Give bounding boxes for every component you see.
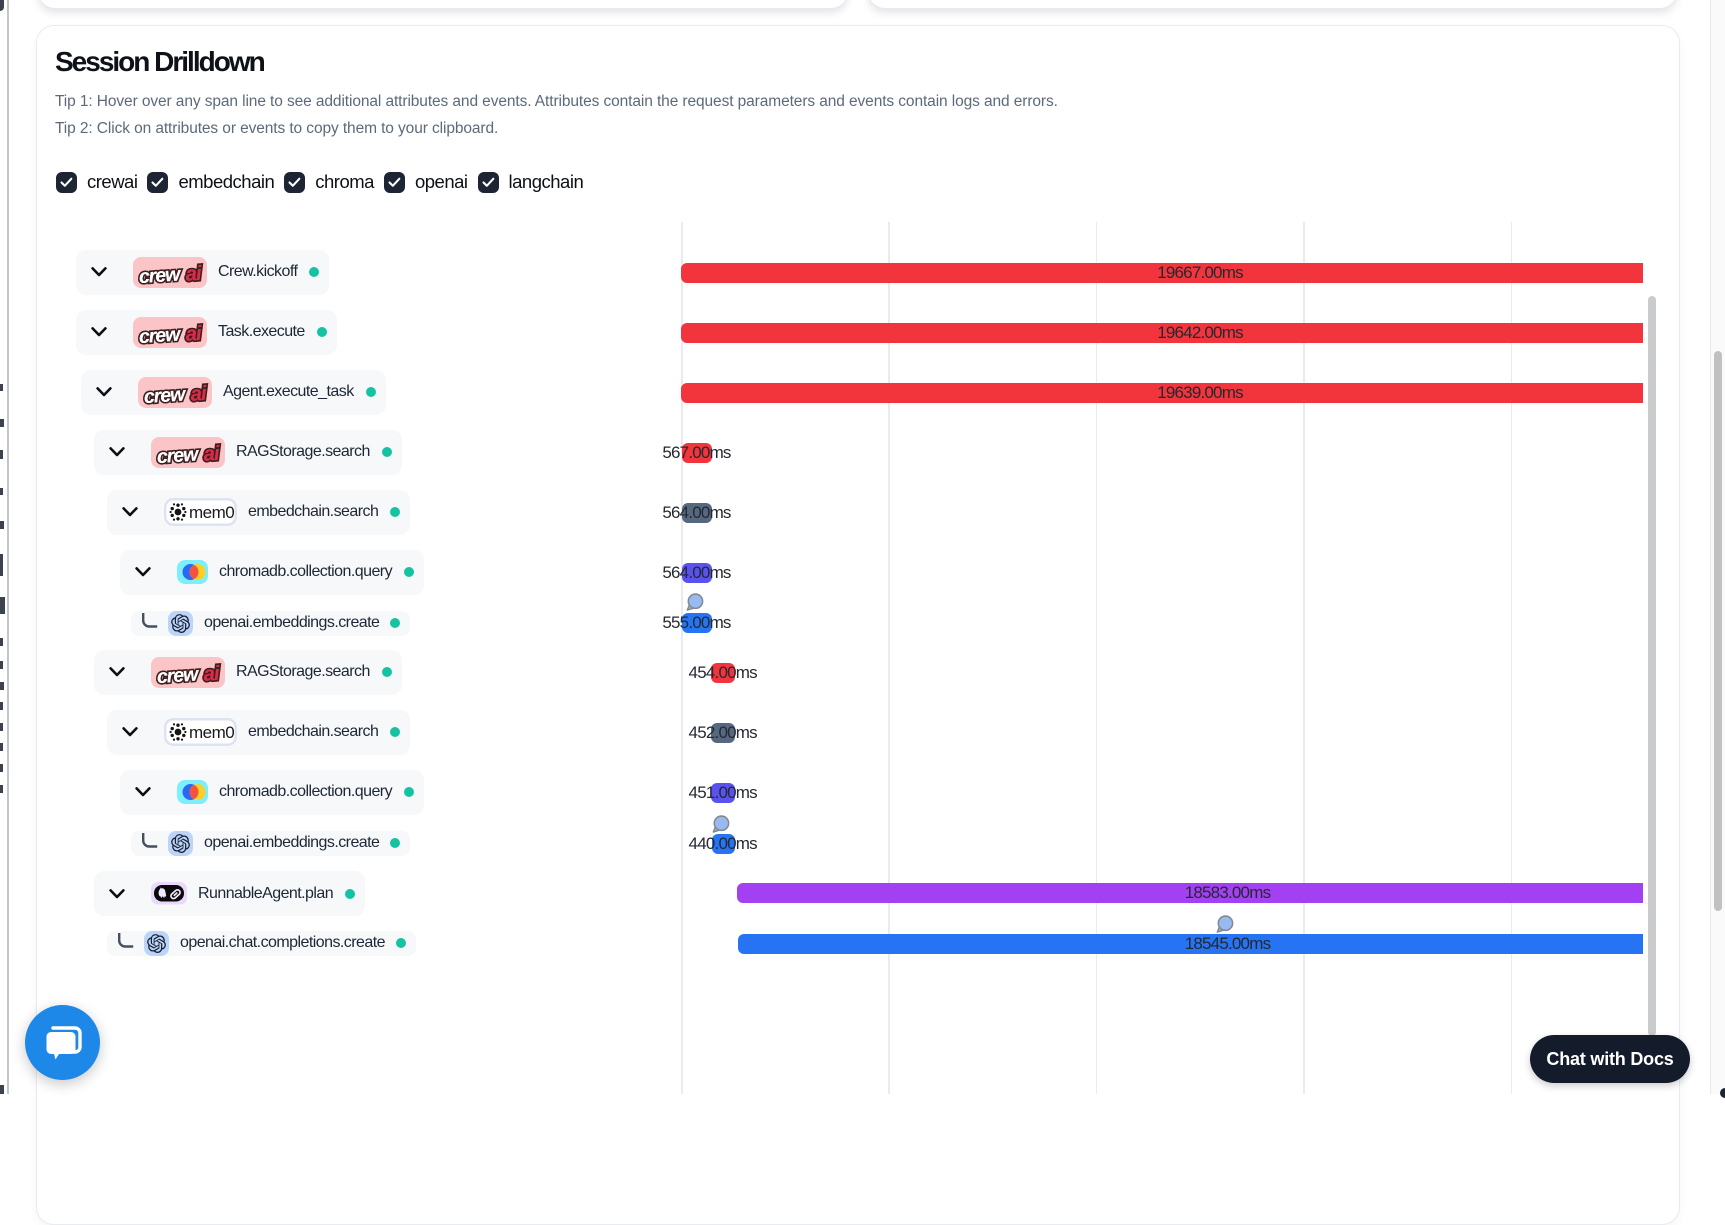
- svg-text:crew: crew: [138, 263, 183, 288]
- svg-text:mem0: mem0: [189, 503, 234, 522]
- svg-text:ai: ai: [203, 661, 222, 685]
- svg-text:crew: crew: [138, 323, 183, 348]
- svg-text:crew: crew: [156, 663, 201, 688]
- svg-text:ai: ai: [185, 261, 204, 285]
- svg-text:ai: ai: [203, 441, 222, 465]
- svg-text:ai: ai: [203, 441, 222, 465]
- svg-text:crew: crew: [138, 263, 183, 288]
- svg-text:ai: ai: [203, 661, 222, 685]
- svg-text:crew: crew: [156, 663, 201, 688]
- svg-text:ai: ai: [190, 381, 209, 405]
- svg-text:crew: crew: [143, 383, 188, 408]
- svg-text:ai: ai: [185, 321, 204, 345]
- svg-text:ai: ai: [190, 381, 209, 405]
- svg-text:crew: crew: [143, 383, 188, 408]
- svg-text:mem0: mem0: [189, 723, 234, 742]
- svg-text:crew: crew: [156, 443, 201, 468]
- svg-text:crew: crew: [156, 443, 201, 468]
- svg-text:ai: ai: [185, 261, 204, 285]
- svg-text:ai: ai: [185, 321, 204, 345]
- svg-text:crew: crew: [138, 323, 183, 348]
